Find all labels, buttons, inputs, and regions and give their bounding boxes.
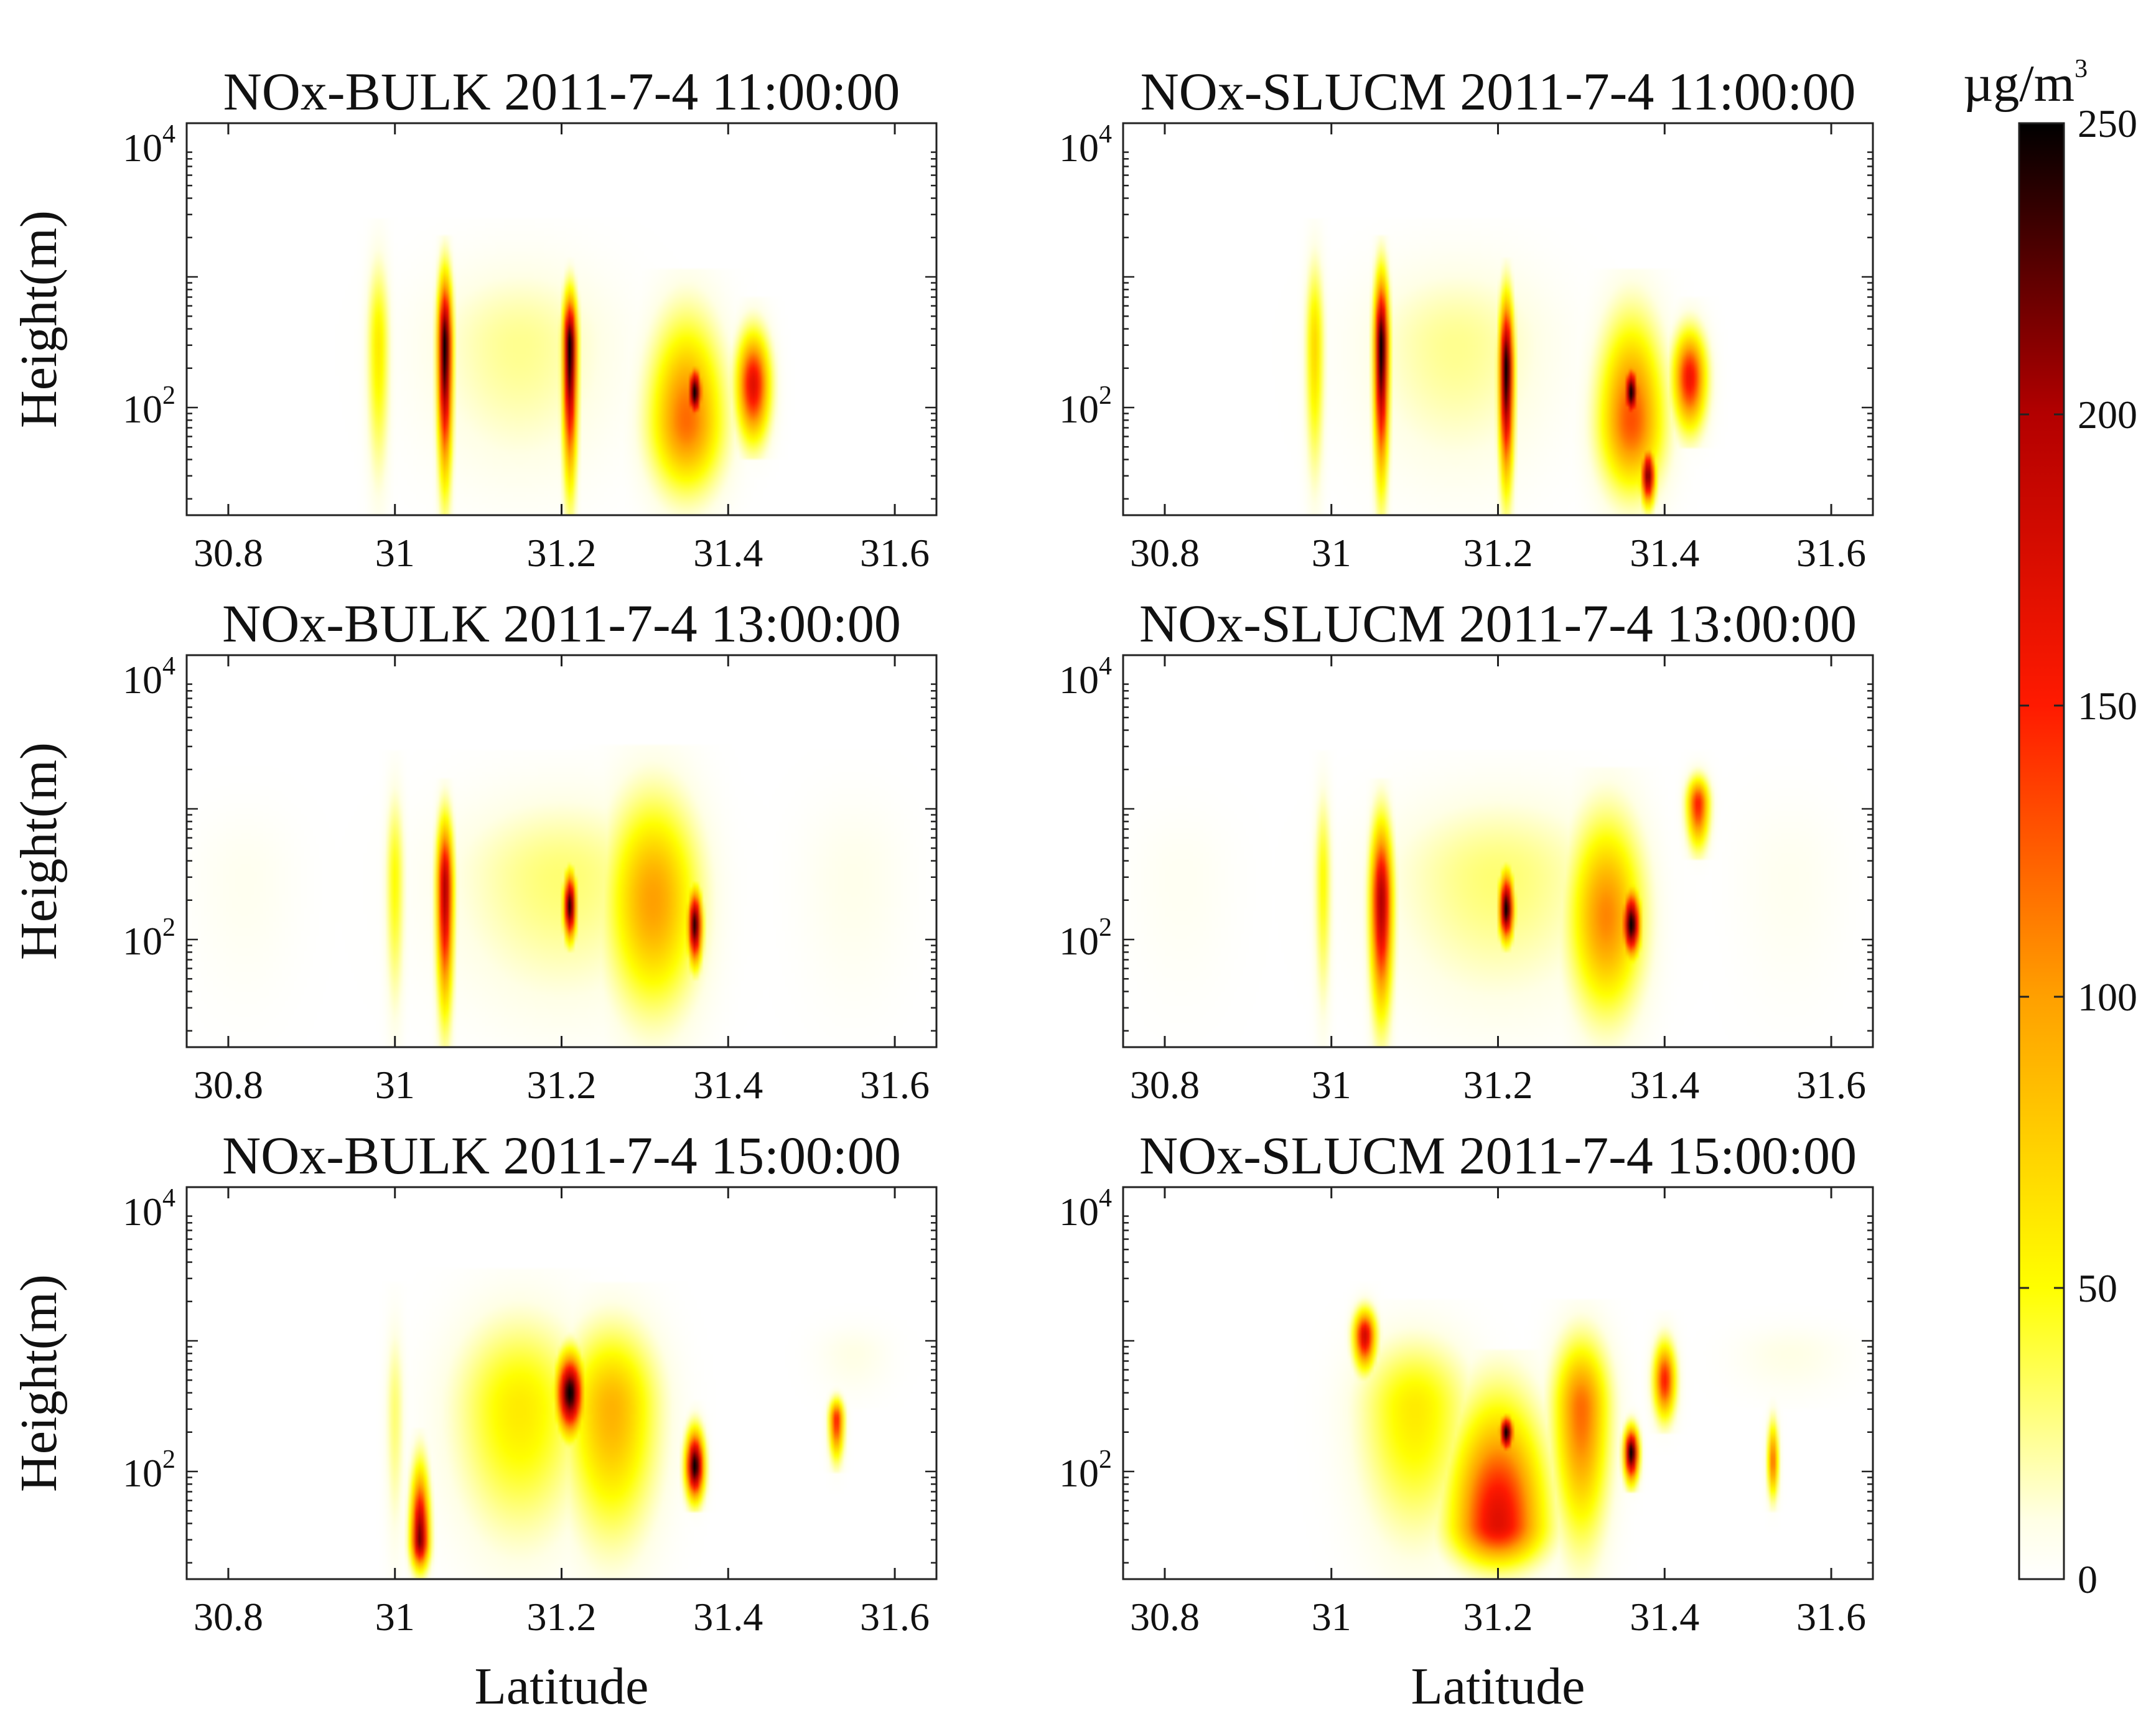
x-tick-label: 31.4 xyxy=(1630,1595,1699,1639)
x-tick-label: 31.4 xyxy=(693,531,763,575)
x-tick-label: 30.8 xyxy=(1130,531,1200,575)
panels: NOx-BULK 2011-7-4 11:00:00 30.8 31 31.2 31.4… xyxy=(10,62,1874,1715)
y-axis-label: Height(m) xyxy=(10,742,68,960)
y-tick-label: 104 xyxy=(123,1184,175,1234)
x-tick-label: 31.6 xyxy=(1796,1595,1866,1639)
x-tick-label: 30.8 xyxy=(1130,1063,1200,1107)
y-tick-label: 102 xyxy=(123,913,175,963)
x-tick-label: 30.8 xyxy=(1130,1595,1200,1639)
x-tick-label: 31.2 xyxy=(1463,1063,1533,1107)
panel-3: NOx-BULK 2011-7-4 13:00:00 30.8 31 31.2 31.4… xyxy=(10,594,938,1107)
y-tick-label: 102 xyxy=(1059,1445,1112,1495)
y-tick-label: 104 xyxy=(123,120,175,170)
x-tick-label: 31.2 xyxy=(1463,1595,1533,1639)
x-tick-label: 31.2 xyxy=(527,1595,597,1639)
heatmap-field xyxy=(187,655,936,1047)
panel-5: NOx-BULK 2011-7-4 15:00:00 30.8 31 31.2 31.4… xyxy=(10,1126,938,1715)
panel-2: NOx-SLUCM 2011-7-4 11:00:00 30.8 31 31.2 31.… xyxy=(1059,62,1874,575)
y-tick-label: 104 xyxy=(1059,652,1112,702)
panel-1: NOx-BULK 2011-7-4 11:00:00 30.8 31 31.2 31.4… xyxy=(10,62,938,575)
heatmap-field xyxy=(1123,1187,1873,1579)
colorbar-tick-label: 200 xyxy=(2078,393,2137,437)
x-tick-label: 31 xyxy=(375,1063,415,1107)
x-tick-label: 31 xyxy=(375,1595,415,1639)
y-tick-label: 102 xyxy=(123,1445,175,1495)
x-tick-label: 31.4 xyxy=(1630,1063,1699,1107)
x-tick-label: 31.6 xyxy=(1796,531,1866,575)
y-tick-label: 102 xyxy=(1059,381,1112,431)
x-tick-label: 31.2 xyxy=(527,1063,597,1107)
x-tick-label: 31 xyxy=(1312,1063,1351,1107)
panel-title: NOx-BULK 2011-7-4 11:00:00 xyxy=(223,62,900,121)
panel-4: NOx-SLUCM 2011-7-4 13:00:00 30.8 31 31.2 31.… xyxy=(1059,594,1874,1107)
panel-title: NOx-BULK 2011-7-4 13:00:00 xyxy=(222,594,901,653)
x-tick-label: 30.8 xyxy=(194,1595,263,1639)
y-tick-label: 102 xyxy=(1059,913,1112,963)
y-axis-label: Height(m) xyxy=(10,210,68,428)
x-tick-label: 30.8 xyxy=(194,531,263,575)
colorbar-tick-label: 250 xyxy=(2078,101,2137,146)
panel-title: NOx-SLUCM 2011-7-4 15:00:00 xyxy=(1139,1126,1857,1185)
y-tick-label: 102 xyxy=(123,381,175,431)
colorbar-tick-label: 150 xyxy=(2078,684,2137,728)
panel-title: NOx-BULK 2011-7-4 15:00:00 xyxy=(222,1126,901,1185)
colorbar-tick-label: 0 xyxy=(2078,1557,2098,1602)
x-tick-label: 31 xyxy=(1312,1595,1351,1639)
y-tick-label: 104 xyxy=(123,652,175,702)
x-tick-label: 31.6 xyxy=(860,531,930,575)
colorbar-tick-label: 100 xyxy=(2078,975,2137,1019)
panel-title: NOx-SLUCM 2011-7-4 13:00:00 xyxy=(1139,594,1857,653)
panel-6: NOx-SLUCM 2011-7-4 15:00:00 30.8 31 31.2 31.… xyxy=(1059,1126,1874,1715)
colorbar-unit: µg/m3 xyxy=(1963,55,2088,113)
x-tick-label: 31.2 xyxy=(527,531,597,575)
heatmap-field xyxy=(1123,123,1873,515)
x-tick-label: 31.4 xyxy=(693,1063,763,1107)
x-tick-label: 31.2 xyxy=(1463,531,1533,575)
colorbar-tick-label: 50 xyxy=(2078,1266,2117,1310)
x-tick-label: 31.6 xyxy=(1796,1063,1866,1107)
colorbar: 0 50 100 150 200 250 µg/m3 xyxy=(1963,55,2137,1602)
x-tick-label: 31.4 xyxy=(693,1595,763,1639)
x-tick-label: 31 xyxy=(1312,531,1351,575)
x-tick-label: 31.4 xyxy=(1630,531,1699,575)
y-tick-label: 104 xyxy=(1059,120,1112,170)
heatmap-field xyxy=(187,123,936,515)
x-tick-label: 31 xyxy=(375,531,415,575)
panel-title: NOx-SLUCM 2011-7-4 11:00:00 xyxy=(1141,62,1856,121)
x-tick-label: 31.6 xyxy=(860,1595,930,1639)
colorbar-ticks: 0 50 100 150 200 250 xyxy=(2019,101,2137,1602)
colorbar-gradient xyxy=(2018,122,2065,1580)
heatmap-field xyxy=(1123,655,1873,1047)
x-tick-label: 31.6 xyxy=(860,1063,930,1107)
x-axis-label: Latitude xyxy=(475,1658,649,1715)
x-axis-label: Latitude xyxy=(1411,1658,1585,1715)
y-tick-label: 104 xyxy=(1059,1184,1112,1234)
heatmap-field xyxy=(187,1187,936,1579)
x-tick-label: 30.8 xyxy=(194,1063,263,1107)
y-axis-label: Height(m) xyxy=(10,1274,68,1492)
